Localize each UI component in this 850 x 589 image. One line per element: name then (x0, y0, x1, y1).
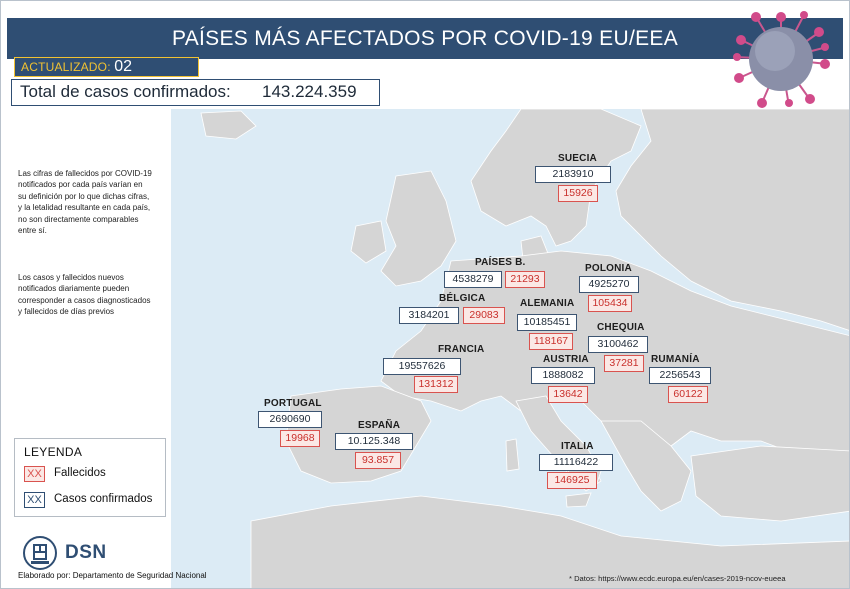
country-name-poland: POLONIA (585, 263, 632, 274)
note-daily-reports: Los casos y fallecidos nuevos notificado… (18, 273, 151, 317)
deaths-germany: 118167 (529, 333, 573, 350)
deaths-portugal: 19968 (280, 430, 320, 447)
country-name-germany: ALEMANIA (520, 298, 575, 309)
total-cases-label: Total de casos confirmados: (20, 82, 231, 101)
cases-sweden: 2183910 (535, 166, 611, 183)
deaths-netherlands: 21293 (505, 271, 545, 288)
cases-portugal: 2690690 (258, 411, 322, 428)
cases-germany: 10185451 (517, 314, 577, 331)
country-name-france: FRANCIA (438, 344, 485, 355)
coronavirus-icon (733, 11, 830, 108)
deaths-czechia: 37281 (604, 355, 644, 372)
country-name-czechia: CHEQUIA (597, 322, 645, 333)
cases-italy: 11116422 (539, 454, 613, 471)
dsn-logo-icon (23, 536, 57, 570)
cases-austria: 1888082 (531, 367, 595, 384)
deaths-france: 131312 (414, 376, 458, 393)
country-name-spain: ESPAÑA (358, 420, 401, 431)
legend-title: LEYENDA (24, 445, 83, 459)
country-name-sweden: SUECIA (558, 153, 597, 164)
legend-cases-label: Casos confirmados (54, 493, 153, 505)
deaths-belgium: 29083 (463, 307, 505, 324)
note-deaths-definition: Las cifras de fallecidos por COVID-19 no… (18, 169, 152, 236)
legend-deaths-label: Fallecidos (54, 467, 106, 479)
europe-map (171, 109, 849, 588)
country-name-netherlands: PAÍSES B. (475, 257, 526, 268)
cases-czechia: 3100462 (588, 336, 648, 353)
credit-line: Elaborado por: Departamento de Seguridad… (18, 571, 207, 580)
cases-belgium: 3184201 (399, 307, 459, 324)
title-bar: PAÍSES MÁS AFECTADOS POR COVID-19 EU/EEA (7, 18, 843, 59)
country-name-austria: AUSTRIA (543, 354, 589, 365)
deaths-poland: 105434 (588, 295, 632, 312)
country-name-portugal: PORTUGAL (264, 398, 322, 409)
deaths-italy: 146925 (547, 472, 597, 489)
cases-romania: 2256543 (649, 367, 711, 384)
country-name-romania: RUMANÍA (651, 354, 700, 365)
deaths-sweden: 15926 (558, 185, 598, 202)
cases-netherlands: 4538279 (444, 271, 502, 288)
country-name-belgium: BÉLGICA (439, 293, 486, 304)
deaths-austria: 13642 (548, 386, 588, 403)
cases-france: 19557626 (383, 358, 461, 375)
deaths-romania: 60122 (668, 386, 708, 403)
total-cases-box: Total de casos confirmados: 143.224.359 (11, 79, 380, 106)
legend-deaths-swatch: XX (24, 466, 45, 482)
cases-poland: 4925270 (579, 276, 639, 293)
total-cases-value: 143.224.359 (262, 82, 357, 101)
legend: LEYENDA XX Fallecidos XX Casos confirmad… (14, 438, 166, 517)
updated-badge: ACTUALIZADO: 02 .02.2022 (14, 57, 199, 93)
updated-label: ACTUALIZADO: (21, 60, 115, 74)
dsn-logo-text: DSN (65, 542, 107, 563)
data-source: * Datos: https://www.ecdc.europa.eu/en/c… (569, 574, 786, 583)
page-title: PAÍSES MÁS AFECTADOS POR COVID-19 EU/EEA (171, 27, 678, 50)
cases-spain: 10.125.348 (335, 433, 413, 450)
legend-cases-swatch: XX (24, 492, 45, 508)
deaths-spain: 93.857 (355, 452, 401, 469)
country-name-italy: ITALIA (561, 441, 594, 452)
